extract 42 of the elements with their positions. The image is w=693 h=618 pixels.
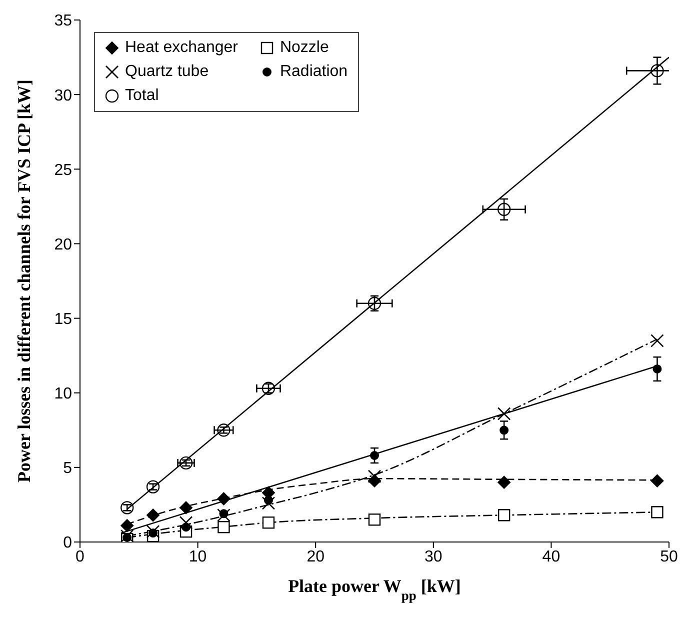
point [217, 424, 230, 437]
x-tick-label: 0 [76, 548, 85, 566]
point [498, 476, 511, 489]
point [218, 520, 230, 534]
y-tick-label: 10 [54, 386, 72, 403]
point [120, 519, 134, 532]
point [498, 509, 510, 522]
point [370, 450, 379, 460]
x-axis-title: Plate power W$_{pp}$ [kW] [288, 576, 461, 602]
legend-label: Nozzle [280, 39, 329, 57]
y-tick-label: 15 [54, 310, 72, 328]
point [146, 508, 160, 522]
x-tick-label: 50 [660, 548, 678, 566]
point [219, 509, 228, 518]
point [180, 501, 193, 514]
point [651, 506, 664, 518]
point [217, 492, 230, 506]
y-axis-title: Power losses in different channels for FVS ICP [kW] [14, 80, 34, 482]
y-tick-label: 20 [54, 236, 72, 254]
x-tick-label: 10 [188, 548, 207, 566]
point [368, 514, 381, 526]
legend-label: Radiation [280, 63, 348, 81]
point [146, 480, 160, 494]
legend-label: Total [125, 87, 159, 105]
y-tick-label: 0 [63, 534, 72, 552]
point [650, 64, 664, 78]
point [264, 496, 273, 505]
point [652, 364, 662, 374]
point [650, 474, 664, 488]
y-tick-label: 25 [54, 162, 72, 179]
point [500, 426, 509, 435]
point [262, 516, 275, 529]
point [497, 202, 511, 216]
x-tick-label: 20 [306, 548, 325, 566]
y-tick-label: 5 [63, 460, 72, 478]
x-tick-label: 40 [542, 548, 560, 566]
legend-label: Quartz tube [125, 63, 209, 81]
y-tick-label: 35 [54, 12, 72, 30]
point [120, 501, 134, 514]
legend-label: Heat exchanger [125, 39, 238, 57]
x-tick-label: 30 [424, 548, 442, 566]
y-tick-label: 30 [54, 87, 72, 104]
